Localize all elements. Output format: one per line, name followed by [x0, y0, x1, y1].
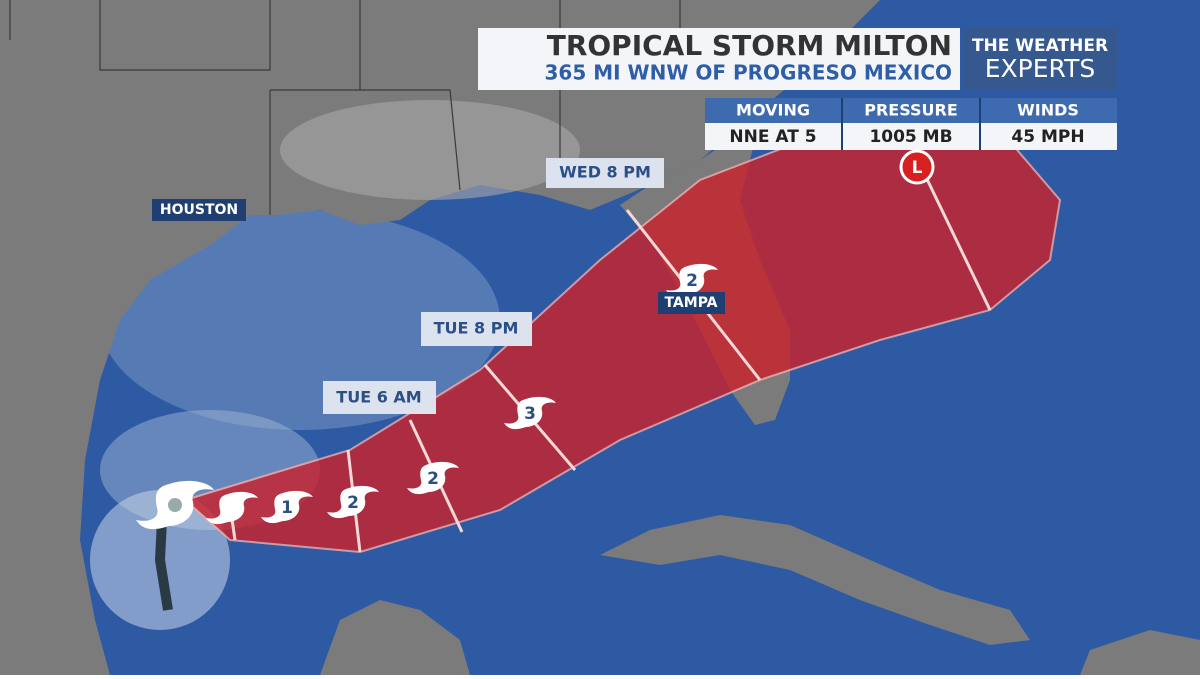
storm-icon: 3 — [504, 396, 556, 430]
stat-value: NNE AT 5 — [729, 127, 816, 147]
current-storm — [136, 480, 214, 530]
title-box — [478, 28, 960, 90]
stat-value: 1005 MB — [869, 127, 952, 147]
land — [320, 600, 470, 675]
intensity-label: 2 — [686, 271, 698, 291]
land — [600, 515, 1030, 645]
intensity-label: 3 — [524, 404, 536, 424]
time-label-box — [546, 158, 664, 188]
forecast-cone — [183, 129, 1062, 554]
city-box — [152, 199, 246, 221]
stat-value: 45 MPH — [1011, 127, 1084, 147]
time-label: TUE 8 PM — [434, 319, 519, 338]
logo-line: THE WEATHER — [972, 36, 1108, 56]
time-label: WED 8 PM — [559, 163, 651, 182]
low-label: L — [912, 158, 923, 178]
time-label-box — [323, 381, 436, 414]
city-label: HOUSTON — [160, 202, 238, 218]
stat-header: WINDS — [1017, 101, 1079, 120]
stat-header: MOVING — [736, 101, 810, 120]
cloud — [100, 210, 500, 430]
intensity-label: 1 — [281, 498, 293, 518]
land — [1080, 630, 1200, 675]
intensity-label: 2 — [347, 493, 359, 513]
time-label: TUE 6 AM — [336, 388, 421, 407]
intensity-label: 2 — [427, 469, 439, 489]
logo-box — [963, 28, 1117, 90]
time-label-box — [421, 312, 532, 346]
logo-line: EXPERTS — [985, 54, 1096, 83]
stats-table: MOVING PRESSURE WINDS NNE AT 5 1005 MB 4… — [705, 98, 1117, 150]
city-label: TAMPA — [664, 295, 717, 311]
cloud — [280, 100, 580, 200]
stat-header: PRESSURE — [864, 101, 958, 120]
low-marker: L — [899, 149, 935, 185]
past-track — [154, 519, 173, 611]
borders — [9, 0, 820, 215]
storm-icon: 1 — [261, 490, 313, 524]
title: TROPICAL STORM MILTON — [547, 29, 952, 62]
storm-icon: 2 — [327, 485, 379, 519]
city-box — [658, 292, 725, 314]
subtitle: 365 MI WNW OF PROGRESO MEXICO — [545, 61, 952, 85]
storm-icon: 2 — [666, 263, 718, 297]
storm-icon: 2 — [407, 461, 459, 495]
